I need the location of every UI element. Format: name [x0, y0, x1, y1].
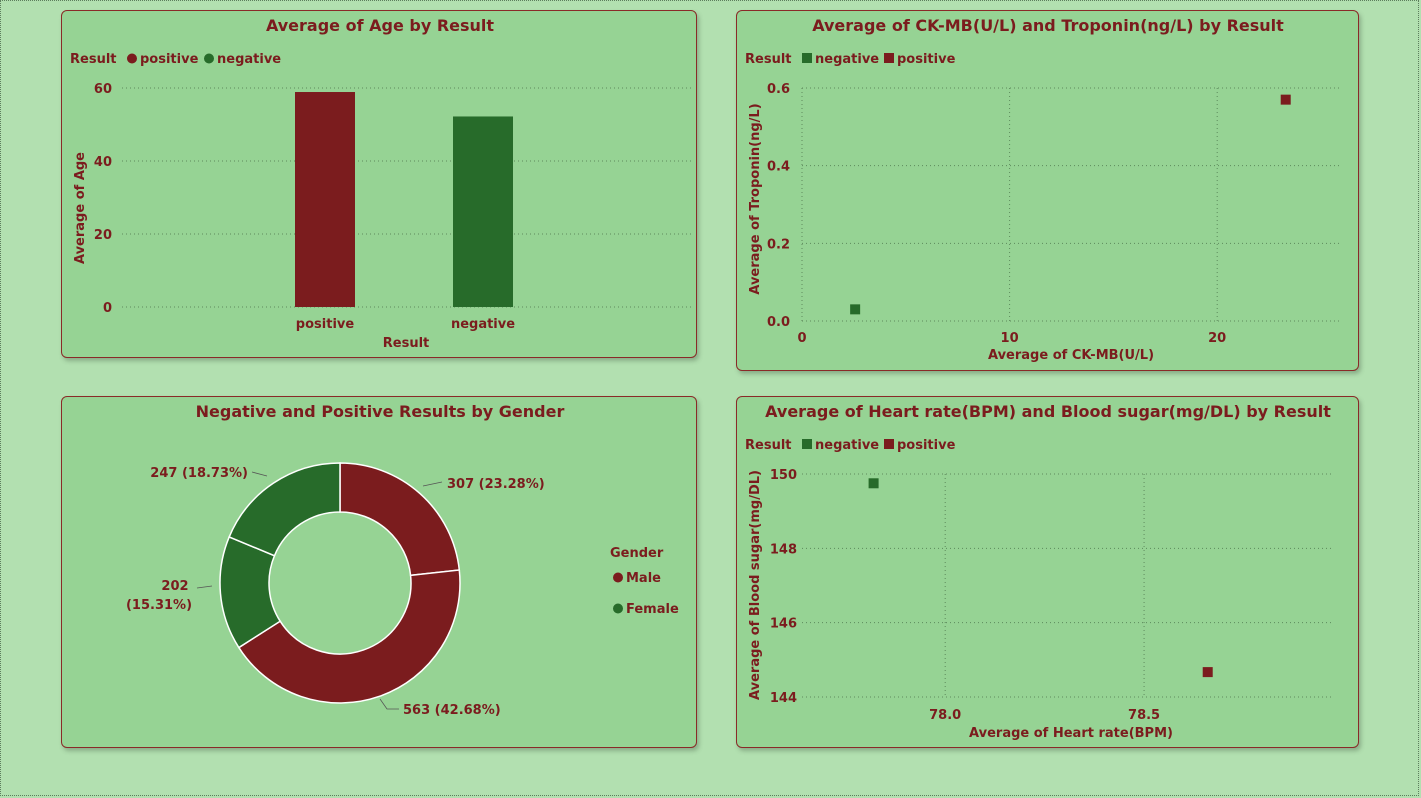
y-tick-label: 0.2: [767, 237, 790, 252]
legend-marker-positive: [127, 53, 137, 64]
chart-title: Negative and Positive Results by Gender: [196, 402, 565, 421]
point-negative[interactable]: [868, 478, 879, 489]
legend-label-negative[interactable]: negative: [815, 52, 879, 67]
x-tick-label: 10: [1001, 331, 1019, 346]
slice-label-female-line2: (15.31%): [126, 598, 192, 613]
x-axis-label: Average of Heart rate(BPM): [969, 726, 1173, 741]
chart-title: Average of CK-MB(U/L) and Troponin(ng/L)…: [812, 16, 1284, 35]
legend-label-negative[interactable]: negative: [217, 52, 281, 67]
bar-negative[interactable]: [453, 116, 513, 307]
legend-marker-positive: [884, 439, 894, 449]
donut-slice-1[interactable]: [237, 569, 461, 704]
legend-label-negative[interactable]: negative: [815, 438, 879, 453]
legend-marker-negative: [204, 53, 214, 64]
heart-chart-card[interactable]: Average of Heart rate(BPM) and Blood sug…: [736, 396, 1359, 748]
x-axis-label: Average of CK-MB(U/L): [988, 348, 1154, 363]
x-axis-label: Result: [383, 336, 430, 351]
legend-label-positive[interactable]: positive: [140, 52, 199, 67]
chart-title: Average of Heart rate(BPM) and Blood sug…: [765, 402, 1331, 421]
legend-label-positive[interactable]: positive: [897, 52, 956, 67]
legend-title: Result: [745, 52, 792, 67]
legend-title: Result: [745, 438, 792, 453]
x-tick-label: positive: [296, 317, 355, 332]
bar-positive[interactable]: [295, 92, 355, 307]
point-positive[interactable]: [1202, 667, 1213, 678]
leader-line: [422, 481, 443, 487]
leader-line: [251, 471, 268, 477]
y-tick-label: 148: [770, 542, 797, 557]
leader-line: [196, 585, 213, 589]
legend-label-female[interactable]: Female: [626, 602, 679, 617]
y-tick-label: 40: [94, 155, 112, 170]
y-tick-label: 0.6: [767, 82, 790, 97]
y-tick-label: 20: [94, 228, 112, 243]
y-tick-label: 0.0: [767, 315, 790, 330]
legend-marker-male: [613, 572, 623, 583]
heart-scatter-chart: Average of Heart rate(BPM) and Blood sug…: [745, 402, 1333, 741]
x-tick-label: negative: [451, 317, 515, 332]
legend-title: Result: [70, 52, 117, 67]
y-tick-label: 146: [770, 617, 797, 632]
age-chart-card[interactable]: Average of Age by Result Result positive…: [61, 10, 697, 358]
x-tick-label: 78.5: [1128, 708, 1160, 723]
legend-marker-negative: [802, 439, 812, 449]
y-axis-label: Average of Troponin(ng/L): [748, 103, 763, 294]
ckmb-scatter-chart: Average of CK-MB(U/L) and Troponin(ng/L)…: [745, 16, 1342, 363]
legend-marker-positive: [884, 53, 894, 63]
gender-chart-card[interactable]: Negative and Positive Results by Gender …: [61, 396, 697, 748]
point-positive[interactable]: [1280, 94, 1291, 105]
legend-marker-negative: [802, 53, 812, 63]
y-tick-label: 60: [94, 82, 112, 97]
slice-label-male-positive: 307 (23.28%): [447, 477, 545, 492]
point-negative[interactable]: [850, 304, 861, 315]
age-bar-chart: Average of Age by Result Result positive…: [70, 16, 692, 351]
donut-slice-0[interactable]: [339, 462, 461, 577]
x-tick-label: 78.0: [929, 708, 961, 723]
leader-line: [379, 698, 399, 710]
legend-label-positive[interactable]: positive: [897, 438, 956, 453]
donut-slice-3[interactable]: [228, 462, 341, 557]
y-axis-label: Average of Blood sugar(mg/DL): [748, 470, 763, 700]
y-tick-label: 150: [770, 468, 797, 483]
slice-label-male-negative: 563 (42.68%): [403, 703, 501, 718]
chart-title: Average of Age by Result: [266, 16, 494, 35]
ckmb-chart-card[interactable]: Average of CK-MB(U/L) and Troponin(ng/L)…: [736, 10, 1359, 371]
legend-label-male[interactable]: Male: [626, 571, 661, 586]
legend-title: Gender: [610, 546, 664, 561]
y-tick-label: 0: [103, 301, 112, 316]
x-tick-label: 0: [797, 331, 806, 346]
slice-label-female-line1: 202: [161, 579, 188, 594]
legend-marker-female: [613, 603, 623, 614]
y-tick-label: 144: [770, 691, 797, 706]
x-tick-label: 20: [1208, 331, 1226, 346]
slice-label-female-positive: 247 (18.73%): [150, 466, 248, 481]
gender-donut-chart: Negative and Positive Results by Gender …: [126, 402, 679, 718]
y-tick-label: 0.4: [767, 160, 790, 175]
y-axis-label: Average of Age: [73, 152, 88, 264]
